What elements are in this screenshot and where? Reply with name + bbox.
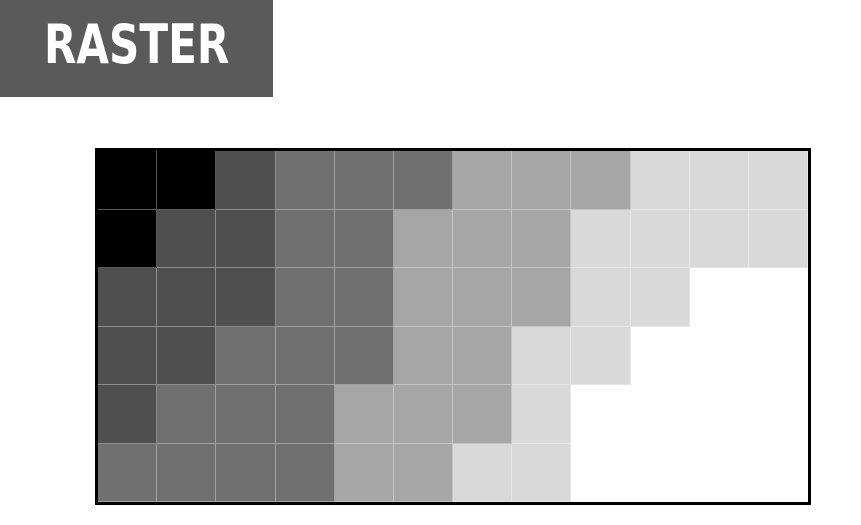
raster-cell [453,209,513,268]
raster-cell [512,209,572,268]
raster-cell [748,443,808,502]
title-banner: RASTER [0,0,273,97]
raster-cell [98,385,158,444]
raster-cell [748,268,808,327]
raster-cell [630,385,690,444]
raster-grid [98,151,808,502]
raster-cell [571,268,631,327]
raster-cell [98,443,158,502]
raster-cell [157,209,217,268]
raster-cell [630,209,690,268]
raster-cell [689,151,749,210]
raster-cell [512,443,572,502]
raster-cell [393,443,453,502]
raster-cell [748,385,808,444]
raster-cell [689,385,749,444]
raster-cell [393,209,453,268]
raster-cell [571,385,631,444]
raster-cell [571,151,631,210]
raster-cell [157,268,217,327]
raster-cell [393,268,453,327]
raster-cell [748,326,808,385]
raster-cell [334,151,394,210]
raster-cell [275,443,335,502]
raster-cell [453,326,513,385]
raster-cell [689,326,749,385]
raster-cell [216,326,276,385]
raster-cell [216,443,276,502]
raster-cell [393,385,453,444]
raster-cell [748,151,808,210]
raster-cell [453,385,513,444]
raster-cell [689,268,749,327]
title-text: RASTER [44,13,230,76]
raster-cell [275,268,335,327]
raster-cell [334,443,394,502]
raster-cell [453,443,513,502]
raster-cell [512,326,572,385]
raster-cell [98,209,158,268]
raster-cell [571,326,631,385]
raster-cell [689,209,749,268]
raster-cell [157,326,217,385]
raster-cell [98,268,158,327]
raster-cell [275,151,335,210]
raster-cell [157,443,217,502]
raster-cell [689,443,749,502]
raster-cell [157,385,217,444]
raster-cell [512,385,572,444]
raster-cell [453,268,513,327]
raster-cell [630,326,690,385]
raster-cell [453,151,513,210]
raster-cell [393,326,453,385]
raster-cell [630,443,690,502]
raster-frame [95,148,811,505]
raster-cell [98,326,158,385]
raster-cell [393,151,453,210]
raster-cell [275,209,335,268]
raster-cell [334,326,394,385]
raster-cell [334,209,394,268]
raster-cell [512,268,572,327]
raster-cell [334,385,394,444]
raster-cell [216,151,276,210]
raster-cell [630,151,690,210]
raster-cell [216,385,276,444]
raster-cell [275,326,335,385]
raster-cell [748,209,808,268]
raster-cell [216,268,276,327]
raster-cell [571,443,631,502]
raster-cell [630,268,690,327]
raster-cell [334,268,394,327]
raster-cell [157,151,217,210]
raster-cell [216,209,276,268]
raster-cell [571,209,631,268]
raster-cell [275,385,335,444]
raster-cell [98,151,158,210]
raster-cell [512,151,572,210]
